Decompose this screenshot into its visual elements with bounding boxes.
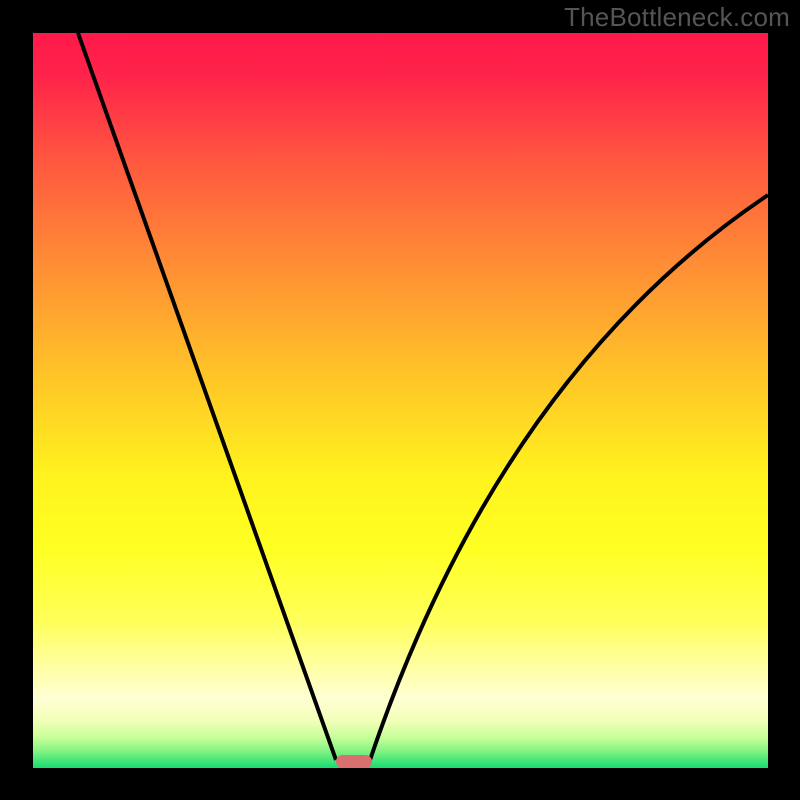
outer-frame: TheBottleneck.com <box>0 0 800 800</box>
curve-right <box>370 195 768 760</box>
watermark-text: TheBottleneck.com <box>564 2 790 33</box>
curve-left <box>78 33 336 760</box>
plot-area <box>33 33 768 768</box>
sweet-spot-marker <box>336 755 372 768</box>
bottleneck-curve <box>33 33 768 768</box>
